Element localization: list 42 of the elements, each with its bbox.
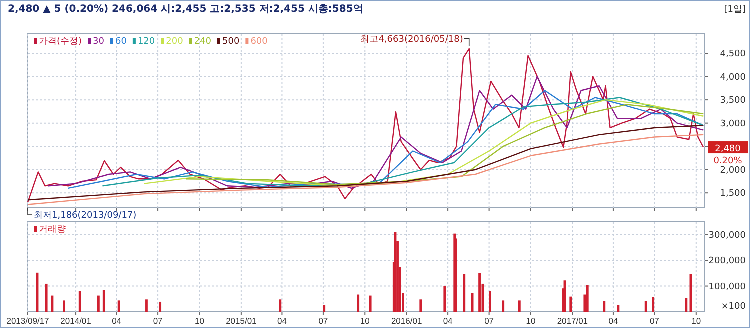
y-tick-label: 1,500 xyxy=(720,189,746,200)
annotation: 최저1,186(2013/09/17) xyxy=(34,211,137,221)
y-axis-title: ×100 xyxy=(721,302,746,312)
y-tick-label: 200,000 xyxy=(708,256,746,267)
y-tick-label: 3,500 xyxy=(720,96,746,106)
x-tick-label: 07 xyxy=(318,316,328,326)
x-tick-label: 04 xyxy=(277,316,288,326)
y-tick-label: 4,500 xyxy=(720,50,746,60)
y-tick-label: 300,000 xyxy=(708,230,746,241)
text: 0.20% xyxy=(714,156,743,167)
x-tick-label: 07 xyxy=(484,316,494,326)
x-tick-label: 2017/01 xyxy=(557,316,588,326)
legend-label: 60 xyxy=(115,37,128,47)
legend-label: 30 xyxy=(93,37,105,47)
x-tick-label: 07 xyxy=(153,316,164,326)
legend-label: 거래량 xyxy=(39,225,66,235)
text: 2,480 xyxy=(715,144,742,155)
x-tick-label: 04 xyxy=(443,316,454,326)
legend-label: 500 xyxy=(222,37,240,47)
x-tick-label: 10 xyxy=(692,316,702,326)
x-tick-label: 04 xyxy=(608,316,618,326)
legend-label: 200 xyxy=(166,37,184,47)
text: [1일] xyxy=(724,5,746,15)
y-tick-label: 3,000 xyxy=(720,119,746,130)
x-tick-label: 10 xyxy=(526,316,536,326)
legend-label: 240 xyxy=(194,37,212,47)
legend-label: 120 xyxy=(138,37,156,47)
x-tick-label: 2014/01 xyxy=(60,316,92,326)
x-tick-label: 2013/09/17 xyxy=(6,316,50,326)
x-tick-label: 2016/01 xyxy=(391,316,422,326)
y-tick-label: 4,000 xyxy=(720,72,746,83)
x-tick-label: 10 xyxy=(195,316,205,326)
annotation: 최고4,663(2016/05/18) xyxy=(360,34,464,45)
legend-label: 가격(수정) xyxy=(39,37,82,47)
x-tick-label: 04 xyxy=(112,316,122,326)
legend-label: 600 xyxy=(250,37,268,47)
x-tick-label: 10 xyxy=(360,316,370,326)
y-tick-label: 100,000 xyxy=(708,282,746,292)
x-tick-label: 2015/01 xyxy=(226,316,258,326)
y-tick-label: 2,000 xyxy=(720,166,746,176)
chart-subtitle: 2,480 ▲ 5 (0.20%) 246,064 시:2,455 고:2,535 저:2,455 시총:585억 xyxy=(8,4,364,15)
x-tick-label: 07 xyxy=(650,316,660,326)
